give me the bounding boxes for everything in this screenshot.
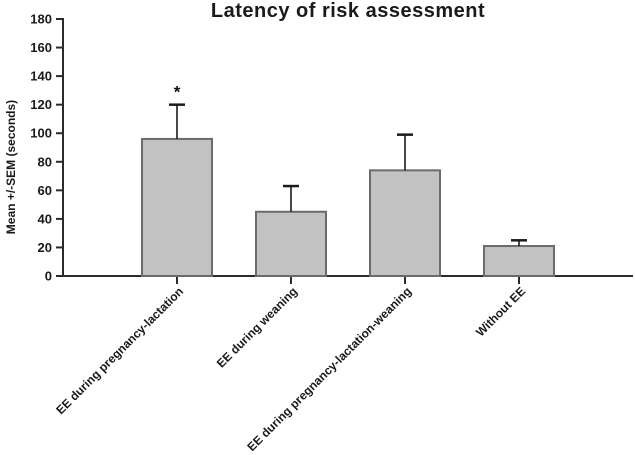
bar: [255, 210, 327, 277]
bar-group-0: * EE during pregnancy-lactation: [53, 83, 213, 417]
y-tick-label: 40: [38, 211, 52, 226]
y-tick-label: 20: [38, 240, 52, 255]
chart-title: Latency of risk assessment: [210, 0, 486, 22]
significance-marker: *: [174, 83, 181, 102]
y-tick-label: 0: [45, 269, 52, 284]
y-tick-label: 100: [30, 126, 52, 141]
category-label: EE during pregnancy-lactation: [53, 284, 186, 417]
y-tick-label: 120: [30, 97, 52, 112]
category-label: Without EE: [473, 284, 528, 339]
y-tick-label: 60: [38, 183, 52, 198]
bar-group-3: Without EE: [473, 239, 555, 339]
bar: [369, 169, 441, 278]
bar: [141, 137, 213, 277]
category-label: EE during weaning: [214, 284, 300, 370]
bar-group-1: EE during weaning: [214, 184, 327, 370]
y-tick-label: 180: [30, 12, 52, 27]
y-tick-label: 80: [38, 154, 52, 169]
bar-group-2: EE during pregnancy-lactation-weaning: [244, 133, 441, 454]
y-tick-label: 160: [30, 40, 52, 55]
bar: [483, 245, 555, 277]
y-tick-label: 140: [30, 69, 52, 84]
